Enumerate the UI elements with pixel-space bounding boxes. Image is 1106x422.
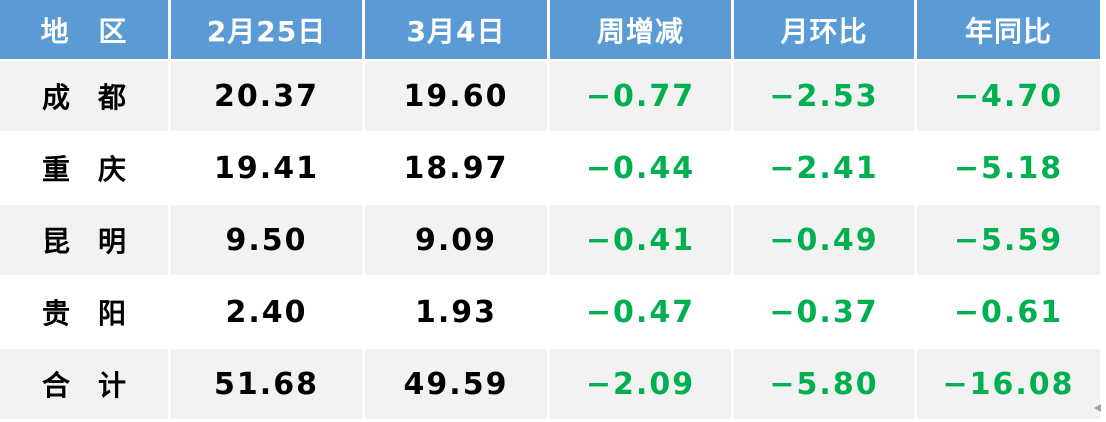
value-cell: −4.70	[917, 61, 1103, 133]
value-cell: −0.37	[734, 277, 917, 349]
table-row-kunming: 昆 明 9.50 9.09 −0.41 −0.49 −5.59	[0, 205, 1103, 277]
column-header-week-change: 周增减	[550, 0, 734, 61]
value-cell: 9.09	[365, 205, 550, 277]
value-cell: −2.53	[734, 61, 917, 133]
value-cell: 19.41	[171, 133, 365, 205]
table-row-chengdu: 成 都 20.37 19.60 −0.77 −2.53 −4.70	[0, 61, 1103, 133]
region-cell: 贵 阳	[0, 277, 171, 349]
region-cell: 昆 明	[0, 205, 171, 277]
value-cell: −0.49	[734, 205, 917, 277]
value-cell: 20.37	[171, 61, 365, 133]
region-cell: 重 庆	[0, 133, 171, 205]
value-cell: −2.09	[550, 349, 734, 421]
value-cell: 49.59	[365, 349, 550, 421]
header-row: 地 区 2月25日 3月4日 周增减 月环比 年同比	[0, 0, 1103, 61]
region-cell: 合 计	[0, 349, 171, 421]
value-cell: −0.41	[550, 205, 734, 277]
value-cell: −0.61	[917, 277, 1103, 349]
value-cell: 1.93	[365, 277, 550, 349]
value-cell: −0.77	[550, 61, 734, 133]
value-cell: 19.60	[365, 61, 550, 133]
region-cell: 成 都	[0, 61, 171, 133]
value-cell: −16.08	[917, 349, 1103, 421]
value-cell: 2.40	[171, 277, 365, 349]
value-cell: 18.97	[365, 133, 550, 205]
value-cell: −5.59	[917, 205, 1103, 277]
value-cell: −5.80	[734, 349, 917, 421]
value-cell: −5.18	[917, 133, 1103, 205]
column-header-feb25: 2月25日	[171, 0, 365, 61]
table-row-chongqing: 重 庆 19.41 18.97 −0.44 −2.41 −5.18	[0, 133, 1103, 205]
value-cell: −2.41	[734, 133, 917, 205]
column-header-mar4: 3月4日	[365, 0, 550, 61]
column-header-year-on-year: 年同比	[917, 0, 1103, 61]
value-cell: −0.47	[550, 277, 734, 349]
cursor-artifact-icon	[1094, 404, 1101, 412]
table-row-total: 合 计 51.68 49.59 −2.09 −5.80 −16.08	[0, 349, 1103, 421]
value-cell: 51.68	[171, 349, 365, 421]
value-cell: 9.50	[171, 205, 365, 277]
column-header-month-on-month: 月环比	[734, 0, 917, 61]
value-cell: −0.44	[550, 133, 734, 205]
table-row-guiyang: 贵 阳 2.40 1.93 −0.47 −0.37 −0.61	[0, 277, 1103, 349]
column-header-region: 地 区	[0, 0, 171, 61]
